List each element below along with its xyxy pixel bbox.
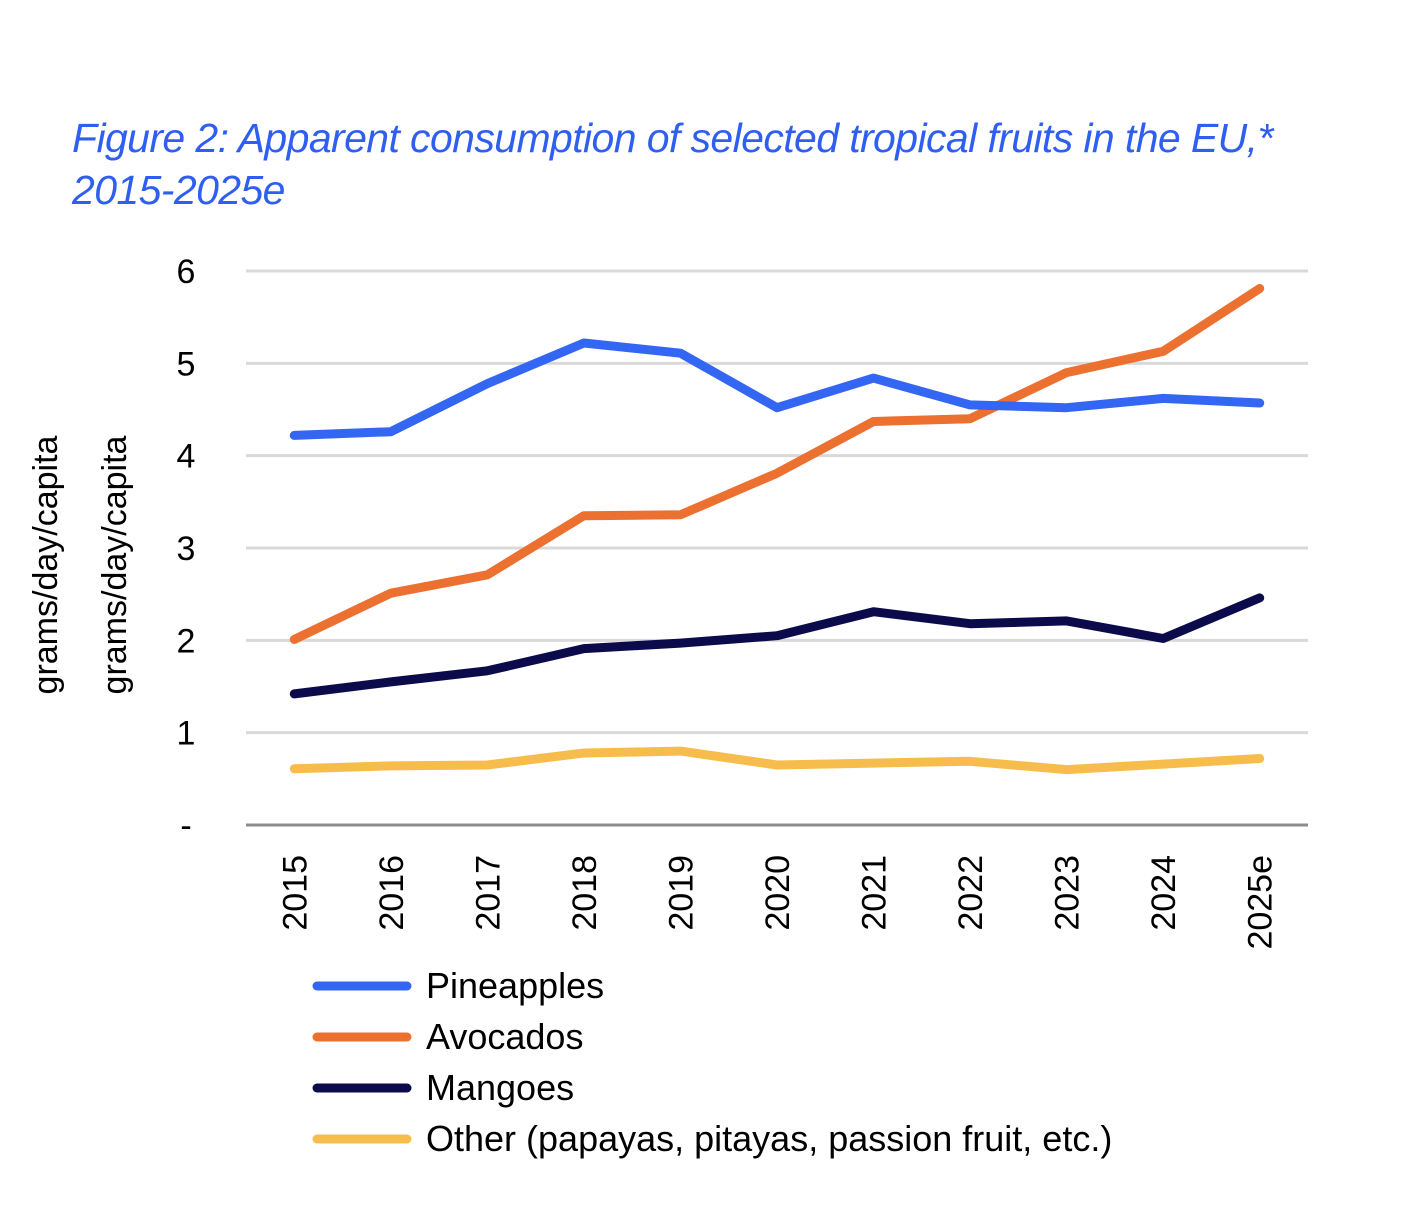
x-axis-ticks: 2015 2016 2017 2018 2019 2020 2021 2022 2023 2024… — [276, 855, 1279, 950]
y-axis-label-repeated: grams/day/capita — [96, 435, 134, 694]
x-tick-label: 2018 — [566, 855, 604, 931]
x-tick-label: 2019 — [662, 855, 700, 931]
x-tick-label: 2023 — [1049, 855, 1087, 931]
x-tick-label: 2024 — [1145, 855, 1183, 931]
y-axis-labels: grams/day/capita grams/day/capita — [27, 435, 134, 694]
y-axis-label: grams/day/capita — [27, 435, 65, 694]
legend-label: Avocados — [426, 1016, 583, 1057]
series-line-mangoes — [289, 593, 1265, 699]
y-tick-label: 2 — [177, 622, 196, 660]
y-tick-label: 1 — [177, 715, 196, 753]
series-lines — [289, 284, 1265, 775]
legend-label: Mangoes — [426, 1067, 574, 1108]
legend-label: Other (papayas, pitayas, passion fruit, … — [426, 1118, 1112, 1159]
legend-item: Other (papayas, pitayas, passion fruit, … — [312, 1118, 1112, 1159]
y-tick-label: 3 — [177, 530, 196, 568]
x-tick-label: 2025e — [1242, 855, 1280, 950]
y-tick-label: 5 — [177, 345, 196, 383]
x-tick-label: 2017 — [469, 855, 507, 931]
legend-item: Avocados — [312, 1016, 583, 1057]
series-line-avocados — [289, 284, 1265, 644]
gridlines — [246, 269, 1308, 735]
y-tick-label: 6 — [177, 253, 196, 291]
x-tick-label: 2021 — [856, 855, 894, 931]
chart-title: Figure 2: Apparent consumption of select… — [72, 115, 1273, 213]
legend-label: Pineapples — [426, 965, 604, 1006]
series-line-other — [289, 746, 1265, 775]
y-tick-label: 4 — [177, 438, 196, 476]
series-line-pineapples — [289, 338, 1265, 440]
x-tick-label: 2022 — [952, 855, 990, 931]
y-tick-label: - — [180, 807, 191, 845]
x-tick-label: 2020 — [759, 855, 797, 931]
legend-item: Mangoes — [312, 1067, 574, 1108]
legend-item: Pineapples — [312, 965, 604, 1006]
legend: Pineapples Avocados Mangoes Other (papayas,… — [312, 965, 1112, 1159]
y-axis-ticks: - 1 2 3 4 5 6 — [177, 253, 196, 845]
x-tick-label: 2015 — [276, 855, 314, 931]
x-tick-label: 2016 — [373, 855, 411, 931]
